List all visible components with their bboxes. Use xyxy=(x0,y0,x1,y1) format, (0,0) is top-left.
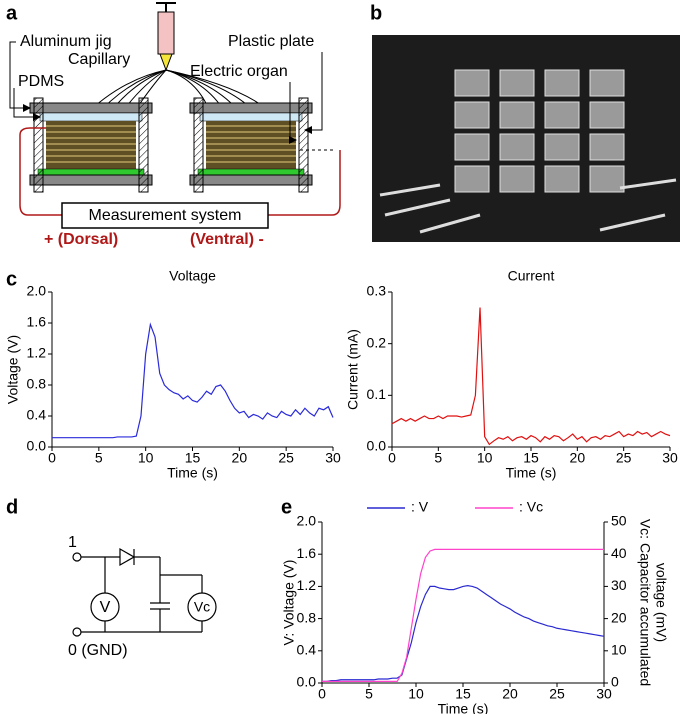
y-tick-label: 0.0 xyxy=(297,674,317,690)
x-tick-label: 20 xyxy=(232,450,248,466)
x-tick-label: 25 xyxy=(278,450,294,466)
y2-tick-label: 0 xyxy=(611,674,619,690)
data-line xyxy=(52,322,334,439)
y-tick-label: 0.2 xyxy=(367,334,387,350)
panel-label: e xyxy=(281,496,292,518)
data-line xyxy=(322,584,605,682)
y2-axis-label: Vc: Capacitor accumulated xyxy=(637,519,653,686)
x-axis-label: Time (s) xyxy=(167,465,218,481)
panel-label: b xyxy=(370,2,382,24)
y-tick-label: 0.4 xyxy=(297,642,317,658)
y-tick-label: 2.0 xyxy=(27,283,47,299)
x-tick-label: 5 xyxy=(365,686,373,702)
y-tick-label: 1.2 xyxy=(27,345,47,361)
label: Capillary xyxy=(68,51,130,68)
x-tick-label: 0 xyxy=(318,686,326,702)
x-tick-label: 15 xyxy=(455,686,471,702)
circuit-diagram xyxy=(72,547,217,637)
meter-label: Vc xyxy=(194,599,210,615)
chart-title: Current xyxy=(508,268,555,284)
y-tick-label: 0.0 xyxy=(367,438,387,454)
y-tick-label: 2.0 xyxy=(297,513,317,529)
y-axis-label: Current (mA) xyxy=(345,329,361,410)
label: Aluminum jig xyxy=(20,33,112,50)
x-tick-label: 0 xyxy=(388,450,396,466)
y2-axis-label: voltage (mV) xyxy=(653,563,669,642)
x-tick-label: 10 xyxy=(408,686,424,702)
x-tick-label: 30 xyxy=(662,450,678,466)
y2-tick-label: 40 xyxy=(611,545,627,561)
node-label: 0 (GND) xyxy=(68,642,128,659)
x-axis-label: Time (s) xyxy=(438,701,489,714)
legend-label: : Vc xyxy=(519,499,543,515)
x-tick-label: 10 xyxy=(477,450,493,466)
setup-diagram: Aluminum jig PDMS Capillary Plastic plat… xyxy=(9,2,341,248)
x-tick-label: 15 xyxy=(185,450,201,466)
x-tick-label: 15 xyxy=(523,450,539,466)
x-tick-label: 25 xyxy=(549,686,565,702)
x-tick-label: 25 xyxy=(616,450,632,466)
x-tick-label: 20 xyxy=(570,450,586,466)
panel-label: c xyxy=(6,268,17,290)
photo xyxy=(372,35,680,242)
y2-tick-label: 30 xyxy=(611,577,627,593)
label: + (Dorsal) xyxy=(44,231,118,248)
legend-label: : V xyxy=(411,499,429,515)
label: PDMS xyxy=(18,73,64,90)
label: Electric organ xyxy=(190,63,288,80)
y-tick-label: 1.2 xyxy=(297,577,317,593)
x-axis-label: Time (s) xyxy=(506,465,557,481)
x-tick-label: 5 xyxy=(434,450,442,466)
x-tick-label: 0 xyxy=(48,450,56,466)
y2-tick-label: 20 xyxy=(611,609,627,625)
label: Measurement system xyxy=(89,207,242,224)
x-tick-label: 30 xyxy=(325,450,341,466)
data-line xyxy=(391,307,671,446)
x-tick-label: 30 xyxy=(596,686,612,702)
y-tick-label: 0.3 xyxy=(367,283,387,299)
y2-tick-label: 10 xyxy=(611,642,627,658)
chart-title: Voltage xyxy=(169,268,216,284)
y-axis-label: Voltage (V) xyxy=(5,335,21,404)
x-tick-label: 20 xyxy=(502,686,518,702)
panel-label: d xyxy=(6,496,18,518)
y-tick-label: 0.8 xyxy=(27,376,47,392)
y-tick-label: 0.1 xyxy=(367,386,387,402)
x-tick-label: 5 xyxy=(95,450,103,466)
y-axis-label: V: Voltage (V) xyxy=(281,560,297,646)
label: Plastic plate xyxy=(228,33,314,50)
meter-label: V xyxy=(100,599,111,616)
y-tick-label: 1.6 xyxy=(297,545,317,561)
y-tick-label: 1.6 xyxy=(27,314,47,330)
panel-label: a xyxy=(6,2,18,24)
y-tick-label: 0.8 xyxy=(297,609,317,625)
node-label: 1 xyxy=(68,534,77,551)
label: (Ventral) - xyxy=(190,231,264,248)
y2-tick-label: 50 xyxy=(611,513,627,529)
data-line xyxy=(322,548,604,682)
y-tick-label: 0.0 xyxy=(27,438,47,454)
y-tick-label: 0.4 xyxy=(27,407,47,423)
x-tick-label: 10 xyxy=(138,450,154,466)
